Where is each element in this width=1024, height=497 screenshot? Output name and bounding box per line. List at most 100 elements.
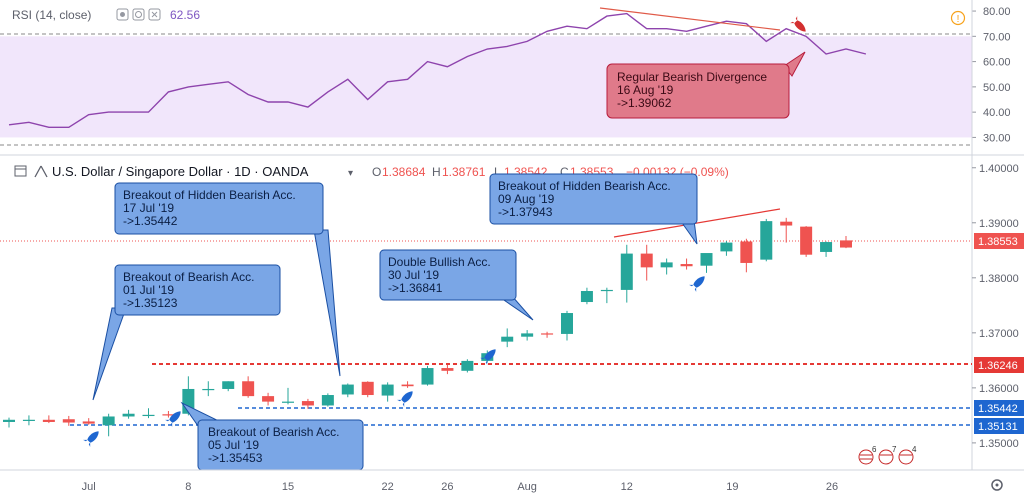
callout-bearish-1: Breakout of Bearish Acc. 01 Jul '19 ->1.… <box>92 264 281 401</box>
candle <box>700 253 713 273</box>
rsi-callout-line-3: ->1.39062 <box>617 96 672 110</box>
candle-body <box>600 289 613 292</box>
candle-body <box>441 368 454 371</box>
rsi-close-icon[interactable] <box>148 8 161 21</box>
price-tick-label: 1.39000 <box>979 218 1019 230</box>
candle-body <box>82 421 95 424</box>
candle <box>222 381 235 392</box>
candle-body <box>660 262 673 268</box>
candle-body <box>800 226 813 255</box>
candle <box>820 241 833 257</box>
candle <box>3 417 15 428</box>
rsi-callout-line-1: Regular Bearish Divergence <box>617 70 767 84</box>
svg-text:!: ! <box>957 14 960 25</box>
alert-icon[interactable]: ! <box>950 10 966 26</box>
ohlc-close-key: C <box>560 165 569 179</box>
candle-body <box>461 360 474 371</box>
rsi-tick-label: 30.00 <box>983 132 1011 144</box>
candle <box>301 398 314 409</box>
candle <box>381 382 394 402</box>
rsi-tick-label: 60.00 <box>983 57 1011 69</box>
candle-body <box>142 414 155 417</box>
svg-text:Double Bullish Acc.: Double Bullish Acc. <box>388 255 491 269</box>
rsi-tick-label: 40.00 <box>983 107 1011 119</box>
level-tag-1: 1.36246 <box>974 357 1024 373</box>
rsi-callout-line-2: 16 Aug '19 <box>617 83 674 97</box>
settings-gear-icon[interactable] <box>991 479 1003 491</box>
candle-body <box>301 401 314 406</box>
candle <box>800 226 813 257</box>
price-y-axis: 1.40000 1.39000 1.38000 1.37000 1.36000 1.350… <box>972 163 1019 450</box>
candle <box>122 409 135 419</box>
candle <box>561 310 573 341</box>
candle-body <box>421 368 434 385</box>
candle <box>321 393 334 407</box>
candle <box>42 415 55 424</box>
candle-body <box>620 253 633 290</box>
svg-text:1.35131: 1.35131 <box>978 421 1018 433</box>
candle-body <box>780 221 793 226</box>
candle <box>580 287 593 305</box>
price-tick-label: 1.35000 <box>979 438 1019 450</box>
ohlc-open: 1.38684 <box>382 165 426 179</box>
price-tick-label: 1.36000 <box>979 383 1019 395</box>
candle <box>620 244 633 303</box>
rsi-eye-icon[interactable] <box>116 8 129 21</box>
candle-body <box>361 381 374 396</box>
candle-body <box>720 242 733 252</box>
candle <box>840 235 852 249</box>
chart-type-icon[interactable] <box>34 165 48 178</box>
level-tag-2: 1.35442 <box>974 400 1024 416</box>
price-tick-label: 1.38000 <box>979 273 1019 285</box>
time-tick-label: 12 <box>621 481 633 493</box>
price-pane: 1.40000 1.39000 1.38000 1.37000 1.36000 1.350… <box>0 163 1024 471</box>
candle-body <box>162 414 175 416</box>
candle-body <box>840 240 852 248</box>
economic-events-icon[interactable]: 6 7 4 <box>858 445 917 465</box>
candle <box>262 392 275 406</box>
ohlc-high-key: H <box>432 165 441 179</box>
candle-body <box>760 221 773 260</box>
price-tick-label: 1.37000 <box>979 328 1019 340</box>
callout-bearish-2: Breakout of Bearish Acc. 05 Jul '19 ->1.… <box>180 401 364 471</box>
candle <box>740 238 753 273</box>
candle <box>780 217 793 243</box>
symbol-title[interactable]: U.S. Dollar / Singapore Dollar · 1D · OA… <box>52 164 309 179</box>
rocket-icon <box>397 391 413 407</box>
candle-body <box>401 384 414 387</box>
svg-text:01 Jul '19: 01 Jul '19 <box>123 283 174 297</box>
candle <box>102 413 115 437</box>
svg-text:->1.36841: ->1.36841 <box>388 281 443 295</box>
candle <box>242 376 255 398</box>
chevron-down-icon[interactable]: ▾ <box>348 168 353 179</box>
rsi-divergence-callout <box>606 63 790 119</box>
candle <box>142 408 155 419</box>
svg-text:05 Jul '19: 05 Jul '19 <box>208 438 259 452</box>
svg-text:1.35442: 1.35442 <box>978 403 1018 415</box>
rsi-pane: RSI (14, close) 62.56 ! 80.00 70.00 60.00 5… <box>0 6 1011 146</box>
menu-icon[interactable] <box>14 165 27 177</box>
svg-text:4: 4 <box>912 445 917 454</box>
rsi-tick-label: 50.00 <box>983 82 1011 94</box>
candle <box>760 218 773 262</box>
level-tag-3: 1.35131 <box>974 418 1024 434</box>
rsi-y-axis: 80.00 70.00 60.00 50.00 40.00 30.00 <box>972 6 1011 144</box>
candle <box>541 331 554 338</box>
candle-body <box>700 253 713 266</box>
time-tick-label: Jul <box>82 481 96 493</box>
rocket-icon <box>165 411 181 427</box>
candle <box>461 359 474 373</box>
candle-body <box>242 381 255 397</box>
candles <box>3 217 852 437</box>
time-tick-label: 22 <box>382 481 394 493</box>
candle-body <box>640 253 653 268</box>
rsi-settings-icon[interactable] <box>132 8 145 21</box>
time-tick-label: 19 <box>726 481 738 493</box>
candle <box>62 415 75 426</box>
rsi-value: 62.56 <box>170 8 200 22</box>
rsi-band <box>0 36 972 138</box>
rsi-line <box>8 12 867 129</box>
svg-text:Breakout of Hidden Bearish Acc: Breakout of Hidden Bearish Acc. <box>123 188 296 202</box>
rsi-divergence-line <box>599 7 781 31</box>
